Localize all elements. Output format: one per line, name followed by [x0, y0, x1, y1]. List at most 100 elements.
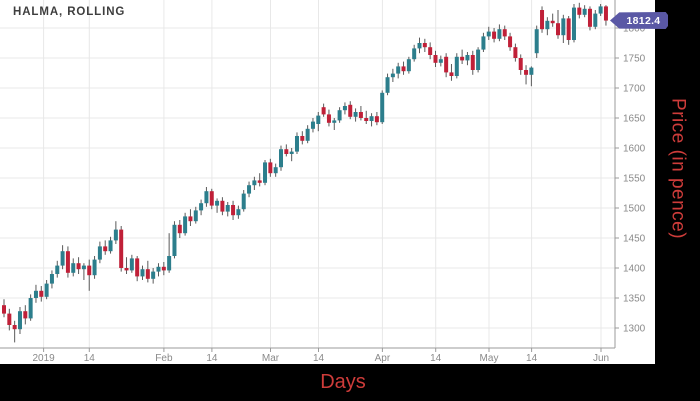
candle-body: [172, 224, 177, 256]
y-tick-label: 1800: [623, 24, 646, 35]
y-tick-label: 1350: [623, 294, 646, 305]
candle-body: [369, 116, 374, 121]
x-axis-panel: Days: [0, 364, 700, 401]
candle-body: [524, 70, 529, 75]
candle-body: [326, 114, 331, 123]
candle-body: [263, 162, 268, 183]
candle-body: [449, 72, 454, 76]
chart-title: HALMA, ROLLING: [13, 6, 126, 18]
x-tick-label: Jun: [593, 353, 609, 364]
candle-body: [556, 23, 561, 36]
candle-body: [380, 92, 385, 123]
candle-body: [332, 120, 337, 123]
candle-body: [215, 200, 220, 206]
candle-body: [23, 311, 28, 319]
candle-body: [497, 29, 502, 39]
candle-body: [76, 263, 81, 270]
candle-body: [44, 283, 49, 297]
candle-body: [534, 29, 539, 54]
x-tick-label: Apr: [375, 353, 391, 364]
candle-body: [220, 200, 225, 212]
candle-body: [188, 216, 193, 222]
y-tick-label: 1750: [623, 54, 646, 65]
candle-body: [337, 110, 342, 121]
candle-body: [300, 136, 305, 141]
candle-body: [55, 265, 60, 274]
candle-body: [417, 43, 422, 49]
y-tick-label: 1300: [623, 324, 646, 335]
candle-body: [321, 107, 326, 115]
y-tick-label: 1400: [623, 264, 646, 275]
candle-body: [273, 167, 278, 174]
candle-body: [593, 13, 598, 27]
candle-body: [396, 66, 401, 74]
y-axis-title: Price (in pence): [667, 98, 689, 240]
candle-body: [401, 66, 406, 72]
candle-body: [39, 290, 44, 297]
candle-body: [348, 104, 353, 117]
candle-body: [545, 20, 550, 30]
x-tick-label: 14: [84, 353, 96, 364]
candle-body: [81, 265, 86, 270]
candle-body: [289, 151, 294, 154]
x-tick-label: 14: [430, 353, 442, 364]
candle-body: [209, 191, 214, 206]
candle-body: [540, 10, 545, 30]
candle-body: [438, 59, 443, 63]
candle-body: [241, 193, 246, 210]
x-axis-title: Days: [320, 371, 366, 393]
candle-body: [294, 136, 299, 152]
candle-body: [12, 325, 17, 330]
candle-body: [92, 259, 97, 276]
candle-body: [342, 106, 347, 111]
candle-body: [225, 205, 230, 212]
y-tick-label: 1600: [623, 144, 646, 155]
candle-body: [598, 6, 603, 14]
candle-body: [252, 180, 257, 186]
candle-body: [103, 246, 108, 252]
plot-region: 1800 1750 1700 1650 1600 1550 1500 1450 1400 1350…: [0, 0, 668, 364]
candle-body: [353, 112, 358, 117]
candle-body: [390, 73, 395, 78]
candle-body: [17, 311, 22, 330]
candle-body: [577, 7, 582, 15]
candle-body: [113, 229, 118, 241]
candle-body: [374, 116, 379, 123]
candle-body: [444, 56, 449, 73]
candle-body: [140, 269, 145, 277]
candlestick-chart[interactable]: 1800 1750 1700 1650 1600 1550 1500 1450 1400 1350…: [0, 0, 655, 364]
x-tick-label: 2019: [32, 353, 55, 364]
candle-body: [151, 271, 156, 279]
candle-body: [412, 48, 417, 60]
candle-body: [492, 31, 497, 39]
candle-body: [204, 191, 209, 204]
y-axis-panel: Price (in pence): [655, 0, 700, 401]
candle-body: [135, 258, 140, 277]
candle-body: [508, 36, 513, 48]
candle-body: [236, 209, 241, 216]
candle-body: [529, 67, 534, 75]
candle-body: [502, 29, 507, 37]
candle-body: [284, 149, 289, 154]
candle-body: [465, 55, 470, 61]
candle-body: [470, 55, 475, 70]
x-tick-label: 14: [313, 353, 325, 364]
candle-body: [161, 266, 166, 271]
y-tick-label: 1700: [623, 84, 646, 95]
candle-body: [2, 305, 6, 314]
candle-body: [60, 251, 65, 266]
candle-body: [550, 20, 555, 24]
candle-body: [433, 55, 438, 63]
candle-body: [257, 180, 262, 183]
candle-body: [231, 205, 236, 216]
candle-body: [145, 269, 150, 279]
x-tick-label: 14: [206, 353, 218, 364]
candle-body: [305, 128, 310, 141]
y-tick-label: 1650: [623, 114, 646, 125]
candle-body: [129, 258, 134, 271]
candle-body: [571, 7, 576, 41]
candle-body: [561, 18, 566, 36]
candle-body: [310, 121, 315, 129]
candle-body: [513, 47, 518, 58]
